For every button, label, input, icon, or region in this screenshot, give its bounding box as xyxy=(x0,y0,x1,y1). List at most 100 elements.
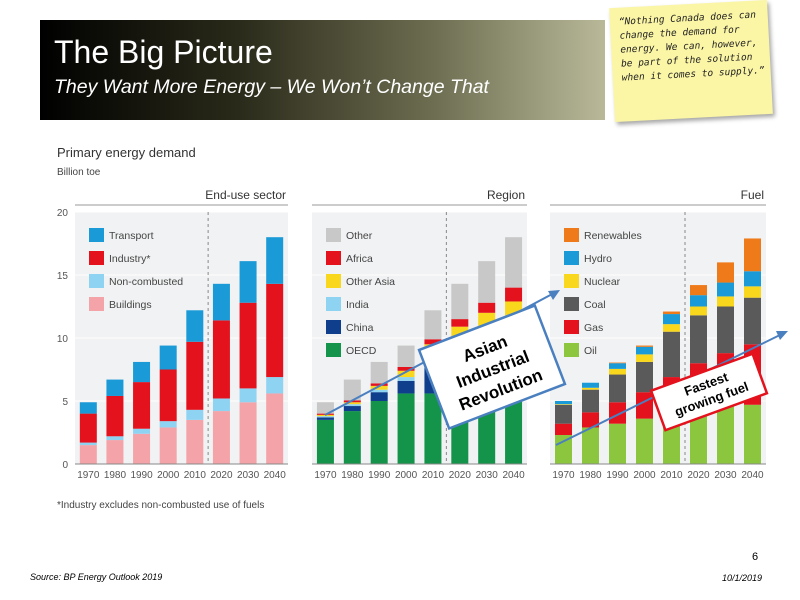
region-x-tick-label: 2020 xyxy=(449,470,472,481)
region-x-tick-label: 2030 xyxy=(476,470,499,481)
title-banner: The Big Picture They Want More Energy – … xyxy=(40,20,605,120)
page-title: The Big Picture xyxy=(54,34,273,70)
annotation-arrowhead xyxy=(548,290,560,300)
region-bar-india-1970 xyxy=(316,416,334,418)
region-bar-china-1980 xyxy=(343,406,361,412)
fuel-bar-hydro-2040 xyxy=(744,271,761,287)
end-use-bar-industry-2040 xyxy=(266,283,284,378)
end-use-bar-non-combusted-2020 xyxy=(212,398,230,412)
end-use-bar-industry-2030 xyxy=(239,302,257,389)
end-use-bar-buildings-2020 xyxy=(212,411,230,464)
region-bar-oecd-2000 xyxy=(397,393,415,464)
end-use-bar-non-combusted-1990 xyxy=(133,428,151,434)
region-x-tick-label: 1980 xyxy=(341,470,364,481)
region-legend-swatch xyxy=(326,297,341,311)
fuel-bar-nuclear-1990 xyxy=(609,368,626,375)
region-bar-africa-2040 xyxy=(505,287,523,302)
fuel-bar-renewables-2010 xyxy=(663,311,680,315)
end-use-bar-industry-1990 xyxy=(133,382,151,429)
annotation-arrowhead xyxy=(776,331,788,340)
chart-unit-label: Billion toe xyxy=(57,167,101,178)
fuel-bar-oil-2020 xyxy=(690,407,707,464)
fuel-panel-title: Fuel xyxy=(741,188,764,202)
region-x-tick-label: 1990 xyxy=(368,470,391,481)
region-bar-other-2010 xyxy=(424,310,442,340)
region-x-tick-label: 2010 xyxy=(422,470,445,481)
fuel-x-tick-label: 2000 xyxy=(633,470,656,481)
end-use-bar-industry-1970 xyxy=(79,413,97,443)
fuel-bar-nuclear-2000 xyxy=(636,354,653,362)
end-use-bar-transport-2040 xyxy=(266,237,284,284)
fuel-legend-label: Oil xyxy=(584,345,597,357)
fuel-bar-coal-1970 xyxy=(555,404,572,424)
end-use-legend-swatch xyxy=(89,274,104,288)
end-use-bar-buildings-1980 xyxy=(106,440,124,464)
region-bar-africa-2020 xyxy=(451,319,469,327)
region-bar-india-2000 xyxy=(397,377,415,381)
fuel-bar-coal-1980 xyxy=(582,389,599,413)
end-use-bar-buildings-2040 xyxy=(266,393,284,464)
page-subtitle: They Want More Energy – We Won’t Change … xyxy=(54,76,489,98)
region-bar-china-1970 xyxy=(316,417,334,420)
annotation-box-border xyxy=(649,352,769,432)
chart-footnote: *Industry excludes non-combusted use of … xyxy=(57,500,264,511)
region-bar-oecd-1980 xyxy=(343,411,361,464)
region-bar-oecd-1970 xyxy=(316,419,334,464)
y-tick-label: 10 xyxy=(57,334,69,345)
source-footer: Source: BP Energy Outlook 2019 xyxy=(30,572,163,582)
region-bar-oecd-1990 xyxy=(370,401,388,464)
fuel-bar-hydro-2000 xyxy=(636,346,653,355)
fuel-legend-label: Gas xyxy=(584,322,603,334)
region-legend-label: China xyxy=(346,322,374,334)
fuel-bar-coal-2040 xyxy=(744,297,761,345)
fuel-legend-swatch xyxy=(564,251,579,265)
fuel-x-tick-label: 1970 xyxy=(552,470,575,481)
end-use-bar-buildings-2030 xyxy=(239,402,257,464)
fuel-bar-hydro-1980 xyxy=(582,382,599,388)
region-legend-swatch xyxy=(326,320,341,334)
fuel-bar-nuclear-2040 xyxy=(744,286,761,298)
end-use-x-tick-label: 1980 xyxy=(104,470,127,481)
fuel-x-tick-label: 2040 xyxy=(741,470,764,481)
end-use-bar-industry-2000 xyxy=(159,369,177,422)
fuel-bar-hydro-1970 xyxy=(555,401,572,405)
region-legend-label: OECD xyxy=(346,345,377,357)
region-panel-title: Region xyxy=(487,188,525,202)
end-use-bar-buildings-2000 xyxy=(159,427,177,464)
region-legend-label: Africa xyxy=(346,253,373,265)
fuel-x-tick-label: 2010 xyxy=(660,470,683,481)
end-use-bar-transport-1970 xyxy=(79,402,97,414)
end-use-x-tick-label: 2000 xyxy=(157,470,180,481)
region-bar-africa-2000 xyxy=(397,366,415,371)
region-legend-swatch xyxy=(326,343,341,357)
region-bar-other-asia-1980 xyxy=(343,402,361,405)
fuel-legend-swatch xyxy=(564,320,579,334)
end-use-x-tick-label: 1970 xyxy=(77,470,100,481)
fuel-x-tick-label: 1990 xyxy=(606,470,629,481)
fuel-legend-label: Nuclear xyxy=(584,276,621,288)
fuel-legend-label: Renewables xyxy=(584,230,642,242)
end-use-bar-transport-1990 xyxy=(133,361,151,383)
region-bar-other-asia-2000 xyxy=(397,370,415,378)
end-use-bar-transport-2030 xyxy=(239,261,257,303)
annotation-box-border xyxy=(417,303,567,431)
region-bar-other-2000 xyxy=(397,345,415,367)
fuel-bar-hydro-2030 xyxy=(717,282,734,297)
region-legend-label: India xyxy=(346,299,369,311)
end-use-bar-non-combusted-2000 xyxy=(159,421,177,428)
fuel-bar-nuclear-1970 xyxy=(555,404,572,405)
end-use-x-tick-label: 2030 xyxy=(237,470,260,481)
fuel-bar-oil-1980 xyxy=(582,427,599,464)
y-tick-label: 0 xyxy=(62,460,68,471)
fuel-bar-oil-1990 xyxy=(609,423,626,464)
fuel-bar-coal-1990 xyxy=(609,374,626,403)
fuel-x-tick-label: 2020 xyxy=(687,470,710,481)
region-x-tick-label: 1970 xyxy=(314,470,337,481)
fuel-bar-coal-2030 xyxy=(717,306,734,354)
end-use-legend-swatch xyxy=(89,251,104,265)
y-tick-label: 5 xyxy=(62,397,68,408)
region-legend-label: Other Asia xyxy=(346,276,395,288)
end-use-bar-buildings-1990 xyxy=(133,433,151,464)
fuel-legend-swatch xyxy=(564,343,579,357)
